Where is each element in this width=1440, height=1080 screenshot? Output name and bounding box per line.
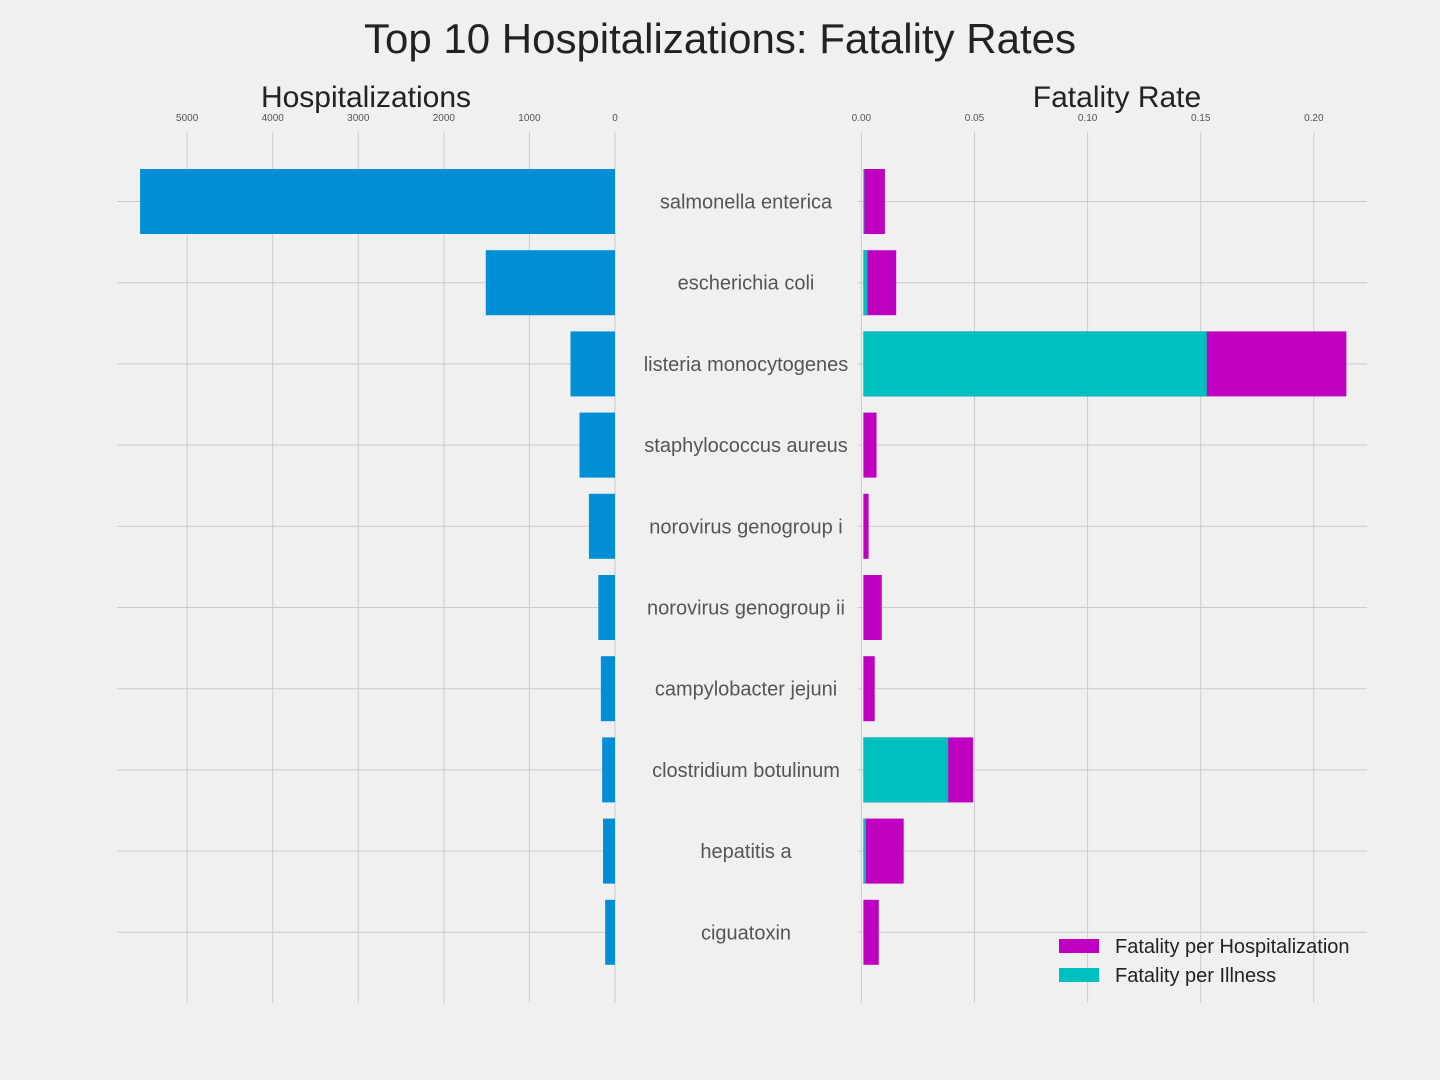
hospitalizations-bar — [485, 250, 615, 316]
hospitalizations-bar — [579, 412, 615, 478]
category-label: escherichia coli — [678, 273, 815, 295]
fatality-tick-label: 0.15 — [1191, 113, 1211, 124]
fatality-tick-label: 0.20 — [1304, 113, 1324, 124]
category-label: campylobacter jejuni — [655, 679, 837, 701]
category-label: ciguatoxin — [701, 922, 791, 944]
hospitalizations-tick-label: 5000 — [176, 113, 199, 124]
legend-label: Fatality per Illness — [1115, 965, 1276, 987]
fatality-per-hospitalization-bar — [863, 169, 885, 234]
category-label: listeria monocytogenes — [644, 354, 849, 376]
fatality-tick-label: 0.10 — [1078, 113, 1098, 124]
category-label: hepatitis a — [700, 841, 792, 863]
fatality-per-hospitalization-bar — [863, 250, 897, 316]
fatality-per-illness-bar — [863, 737, 949, 803]
hospitalizations-panel: 5000 4000 3000 2000 1000 0 — [117, 113, 618, 1003]
fatality-tick-label: 0.05 — [965, 113, 985, 124]
category-labels: salmonella enterica escherichia coli liste… — [644, 192, 849, 945]
fatality-rate-panel: 0.00 0.05 0.10 0.15 0.20 — [852, 113, 1367, 1003]
hospitalizations-bar — [602, 737, 615, 803]
category-label: norovirus genogroup ii — [647, 598, 845, 620]
legend-swatch — [1059, 939, 1099, 953]
fatality-per-hospitalization-bar — [863, 412, 877, 478]
right-panel-title: Fatality Rate — [1033, 81, 1201, 114]
fatality-tick-label: 0.00 — [852, 113, 872, 124]
hospitalizations-bar — [140, 169, 615, 234]
category-label: clostridium botulinum — [652, 760, 840, 782]
hospitalizations-tick-label: 1000 — [518, 113, 541, 124]
fatality-per-hospitalization-bar — [863, 575, 882, 640]
category-label: salmonella enterica — [660, 192, 833, 214]
left-panel-title: Hospitalizations — [261, 81, 471, 114]
hospitalizations-bar — [598, 575, 615, 640]
category-label: staphylococcus aureus — [644, 435, 847, 457]
chart-title: Top 10 Hospitalizations: Fatality Rates — [364, 15, 1076, 62]
category-label: norovirus genogroup i — [649, 516, 842, 538]
fatality-per-illness-bar — [863, 331, 1207, 397]
legend-swatch — [1059, 968, 1099, 982]
fatality-per-hospitalization-bar — [863, 493, 869, 559]
fatality-per-illness-bar — [863, 169, 865, 234]
fatality-per-illness-bar — [863, 250, 868, 316]
legend: Fatality per Hospitalization Fatality per… — [1059, 936, 1350, 987]
hospitalizations-bar — [570, 331, 615, 397]
fatality-per-hospitalization-bar — [863, 818, 904, 884]
hospitalizations-bar — [588, 493, 615, 559]
hospitalizations-tick-label: 0 — [612, 113, 618, 124]
fatality-per-illness-bar — [863, 818, 866, 884]
hospitalizations-bar — [603, 818, 615, 884]
hospitalizations-tick-label: 3000 — [347, 113, 370, 124]
hospitalizations-tick-label: 2000 — [433, 113, 456, 124]
fatality-per-hospitalization-bar — [863, 656, 875, 722]
hospitalizations-tick-label: 4000 — [262, 113, 285, 124]
fatality-per-hospitalization-bar — [863, 899, 879, 965]
hospitalizations-bar — [600, 656, 615, 722]
hospitalizations-bar — [605, 899, 615, 965]
legend-label: Fatality per Hospitalization — [1115, 936, 1350, 958]
